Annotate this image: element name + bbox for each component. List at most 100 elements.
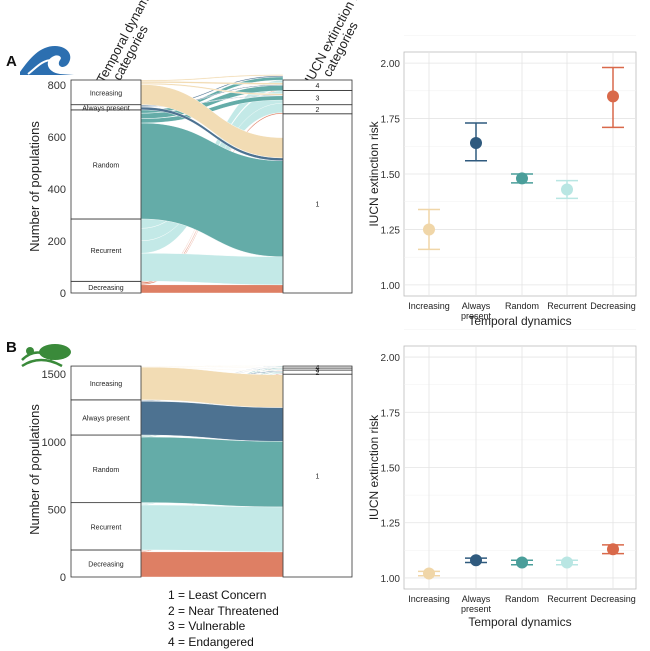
data-point	[561, 556, 573, 569]
y-tick-label: 1.50	[381, 170, 401, 181]
flow-increasing-to-4	[140, 74, 284, 82]
flow-decreasing-to-1	[140, 551, 284, 578]
y-tick-label: 1.00	[381, 574, 401, 585]
left-stratum-label: Recurrent	[91, 248, 122, 255]
right-stratum-label: 3	[316, 367, 320, 374]
left-stratum	[70, 399, 142, 436]
left-stratum	[70, 549, 142, 578]
left-stratum-label: Increasing	[90, 90, 122, 97]
legend-item-3: 3 = Vulnerable	[168, 619, 246, 633]
x-tick-label: Always present	[461, 301, 492, 321]
right-stratum-label: 3	[316, 96, 320, 103]
y-tick-label: 0	[60, 572, 66, 584]
data-point	[516, 172, 528, 185]
alluvial-plot-B: Number of populations 0 500 1000 1500 Decreas…	[27, 365, 353, 584]
flow-random-to-1	[140, 436, 284, 508]
x-tick-label: Always present	[461, 594, 492, 614]
left-stratum-label: Always present	[82, 415, 130, 422]
x-axis-title: Temporal dynamics	[468, 314, 571, 328]
right-stratum	[282, 365, 353, 369]
alluvial-flows	[140, 74, 284, 294]
legend-item-1: 1 = Least Concern	[168, 588, 267, 602]
right-stratum	[282, 79, 353, 91]
panel-label-B: B	[6, 339, 17, 356]
flow-recurrent-to-1	[140, 253, 284, 286]
legend-item-4: 4 = Endangered	[168, 634, 254, 649]
y-axis-title: IUCN extinction risk	[367, 414, 381, 520]
x-tick-label: Decreasing	[590, 301, 636, 311]
y-axis-title: Number of populations	[27, 404, 42, 535]
y-axis-title: Number of populations	[27, 121, 42, 252]
flow-decreasing-to-1	[140, 284, 284, 294]
right-stratum-label: 1	[316, 201, 320, 208]
y-tick-label: 2.00	[381, 59, 401, 70]
flow-increasing-to-4	[140, 365, 284, 367]
right-stratum-label: 2	[316, 107, 320, 114]
y-tick-label: 1.75	[381, 115, 401, 126]
left-stratum	[70, 365, 142, 401]
left-stratum	[70, 109, 142, 220]
left-stratum-label: Random	[93, 467, 120, 474]
right-axis-header: IUCN extinction riskcategories	[301, 0, 380, 92]
y-axis-title: IUCN extinction risk	[367, 120, 381, 226]
leaf-icon	[21, 344, 71, 368]
y-tick-label: 1.25	[381, 225, 401, 236]
panel-label-A: A	[6, 53, 17, 70]
alluvial-plot-A: Temporal dynamicscategories IUCN extincti…	[27, 0, 380, 300]
right-stratum-label: 1	[316, 474, 320, 481]
right-stratum-label: 4	[316, 83, 320, 90]
y-tick-label: 500	[48, 504, 66, 516]
wave-icon	[20, 46, 74, 75]
x-tick-label: Recurrent	[547, 301, 587, 311]
y-tick-label: 2.00	[381, 353, 401, 364]
y-tick-label: 1500	[42, 369, 66, 381]
data-point	[516, 556, 528, 569]
x-tick-label: Random	[505, 301, 539, 311]
left-stratum-label: Increasing	[90, 381, 122, 388]
left-stratum	[70, 434, 142, 504]
right-stratum-label: 4	[316, 365, 320, 372]
x-tick-label: Increasing	[408, 301, 450, 311]
x-tick-label: Decreasing	[590, 594, 636, 604]
data-point	[607, 90, 619, 103]
y-tick-label: 0	[60, 288, 66, 300]
y-tick-label: 800	[48, 80, 66, 92]
data-point	[561, 183, 573, 196]
y-tick-label: 400	[48, 184, 66, 196]
y-tick-label: 200	[48, 236, 66, 248]
point-range-plot-B: 1.00 1.25 1.50 1.75 2.00 IUCN extinction risk…	[367, 329, 637, 629]
y-tick-label: 600	[48, 132, 66, 144]
left-stratum	[70, 218, 142, 282]
iucn-legend: 1 = Least Concern 2 = Near Threatened 3 …	[168, 588, 279, 650]
point-range-plot-A: 1.00 1.25 1.50 1.75 2.00 IUCN extinction risk…	[367, 35, 637, 328]
alluvial-flows	[140, 365, 284, 578]
x-tick-label: Recurrent	[547, 594, 587, 604]
left-axis-header: Temporal dynamicscategories	[93, 0, 171, 92]
x-tick-label: Random	[505, 594, 539, 604]
right-stratum	[282, 373, 353, 578]
left-stratum	[70, 79, 142, 106]
x-tick-label: Increasing	[408, 594, 450, 604]
right-stratum-label: 2	[316, 370, 320, 377]
right-stratum	[282, 113, 353, 294]
y-tick-label: 1000	[42, 437, 66, 449]
y-tick-label: 1.00	[381, 281, 401, 292]
left-stratum-label: Decreasing	[88, 285, 124, 292]
y-tick-label: 1.50	[381, 464, 401, 475]
left-stratum-label: Always present	[82, 105, 130, 112]
flow-recurrent-to-1	[140, 504, 284, 553]
y-tick-label: 1.75	[381, 408, 401, 419]
x-axis-title: Temporal dynamics	[468, 615, 571, 629]
data-point	[423, 567, 435, 580]
left-stratum-label: Recurrent	[91, 524, 122, 531]
left-stratum	[70, 502, 142, 551]
left-stratum-label: Random	[93, 162, 120, 169]
data-point	[423, 223, 435, 236]
data-point	[470, 136, 482, 149]
data-point	[607, 543, 619, 556]
data-point	[470, 554, 482, 567]
y-tick-label: 1.25	[381, 519, 401, 530]
legend-item-2: 2 = Near Threatened	[168, 603, 279, 618]
left-stratum-label: Decreasing	[88, 561, 124, 568]
